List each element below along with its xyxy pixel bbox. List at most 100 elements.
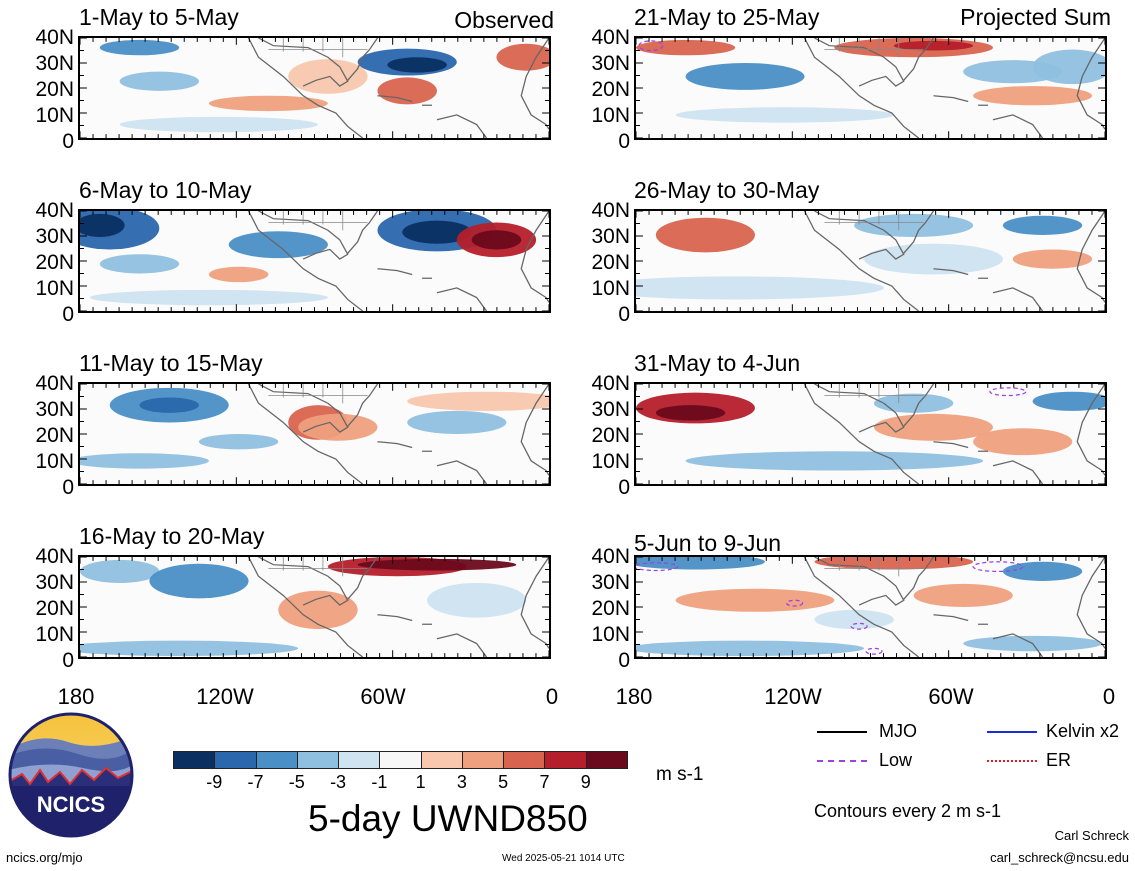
map-field bbox=[80, 211, 549, 311]
map-panel-left-3 bbox=[78, 382, 551, 486]
low-contour bbox=[989, 387, 1027, 397]
colorbar-swatch bbox=[461, 751, 505, 769]
map-field bbox=[80, 384, 549, 484]
lat-tick-left-3-3: 10N bbox=[35, 450, 74, 473]
lat-tick-right-1-4: 0 bbox=[618, 130, 630, 153]
lat-tick-right-3-1: 30N bbox=[591, 398, 630, 421]
lat-tick-left-1-3: 10N bbox=[35, 104, 74, 127]
lat-tick-left-3-4: 0 bbox=[62, 476, 74, 499]
colorbar-units: m s-1 bbox=[656, 764, 704, 785]
low-contour bbox=[786, 599, 804, 607]
panel-title-right-3: 31-May to 4-Jun bbox=[634, 350, 801, 376]
lat-tick-right-2-3: 10N bbox=[591, 277, 630, 300]
colorbar-tick-label: 1 bbox=[415, 772, 426, 792]
map-panel-left-4 bbox=[78, 555, 551, 659]
coastline bbox=[247, 384, 549, 484]
coastline bbox=[803, 211, 1105, 311]
colorbar-tick-label: -5 bbox=[288, 772, 305, 792]
easterly-anomaly bbox=[636, 640, 865, 657]
westerly-anomaly bbox=[298, 413, 378, 441]
colorbar-swatch bbox=[420, 751, 463, 769]
westerly-anomaly bbox=[407, 391, 549, 411]
lat-tick-right-4-2: 20N bbox=[591, 597, 630, 620]
observed-label: Observed bbox=[454, 7, 554, 33]
westerly-anomaly bbox=[913, 583, 1013, 607]
westerly-anomaly bbox=[655, 405, 726, 421]
map-field bbox=[636, 384, 1105, 484]
easterly-anomaly bbox=[228, 231, 328, 259]
panel-title-right-4: 5-Jun to 9-Jun bbox=[634, 530, 782, 556]
map-field bbox=[636, 211, 1105, 311]
coastline bbox=[247, 38, 549, 138]
legend-er-swatch bbox=[987, 760, 1037, 762]
easterly-anomaly bbox=[99, 254, 180, 274]
figure-title: 5-day UWND850 bbox=[308, 798, 588, 839]
easterly-anomaly bbox=[873, 393, 954, 413]
legend-kelvin-label: Kelvin x2 bbox=[1046, 721, 1120, 741]
easterly-anomaly bbox=[402, 220, 472, 244]
westerly-anomaly bbox=[208, 95, 328, 112]
easterly-anomaly bbox=[854, 213, 974, 237]
westerly-anomaly bbox=[1012, 249, 1093, 269]
colorbar-tick-label: 9 bbox=[580, 772, 591, 792]
lat-tick-left-3-2: 20N bbox=[35, 424, 74, 447]
lat-tick-right-2-2: 20N bbox=[591, 251, 630, 274]
low-contour bbox=[850, 622, 868, 630]
axis-ticks bbox=[80, 384, 549, 484]
lat-tick-left-4-1: 30N bbox=[35, 571, 74, 594]
lat-tick-right-4-4: 0 bbox=[618, 649, 630, 672]
lat-tick-left-4-0: 40N bbox=[35, 545, 74, 568]
easterly-anomaly bbox=[80, 559, 160, 583]
lat-tick-left-2-2: 20N bbox=[35, 251, 74, 274]
colorbar-tick-label: -3 bbox=[330, 772, 347, 792]
lat-tick-left-4-4: 0 bbox=[62, 649, 74, 672]
legend-low-swatch bbox=[817, 760, 867, 762]
coastline bbox=[803, 38, 1105, 138]
lat-tick-left-3-0: 40N bbox=[35, 372, 74, 395]
map-field bbox=[80, 38, 549, 138]
site-url[interactable]: ncics.org/mjo bbox=[6, 850, 83, 865]
lon-tick-left-60w: 60W bbox=[360, 684, 406, 709]
westerly-anomaly bbox=[814, 557, 974, 570]
map-panel-right-4 bbox=[634, 555, 1107, 659]
easterly-anomaly bbox=[80, 640, 299, 657]
state-borders bbox=[824, 557, 924, 577]
axis-ticks bbox=[636, 211, 1105, 311]
state-borders bbox=[268, 557, 368, 577]
map-field bbox=[80, 557, 549, 657]
westerly-anomaly bbox=[973, 86, 1093, 106]
map-field bbox=[636, 38, 1105, 138]
colorbar-swatch bbox=[255, 751, 298, 769]
low-contour bbox=[636, 562, 679, 572]
map-panel-right-2 bbox=[634, 209, 1107, 313]
lat-tick-right-1-1: 30N bbox=[591, 52, 630, 75]
easterly-anomaly bbox=[407, 410, 507, 434]
low-contour bbox=[865, 647, 883, 655]
panel-title-left-2: 6-May to 10-May bbox=[79, 177, 252, 203]
colorbar-swatch bbox=[503, 751, 546, 769]
state-borders bbox=[268, 38, 368, 58]
lat-tick-right-1-2: 20N bbox=[591, 78, 630, 101]
author-email[interactable]: carl_schreck@ncsu.edu bbox=[990, 850, 1129, 865]
easterly-anomaly bbox=[685, 451, 984, 471]
colorbar-swatch bbox=[379, 751, 422, 769]
colorbar-tick-label: 7 bbox=[539, 772, 550, 792]
map-panel-left-2 bbox=[78, 209, 551, 313]
easterly-anomaly bbox=[119, 116, 318, 133]
legend-low-label: Low bbox=[879, 750, 913, 770]
easterly-anomaly bbox=[139, 397, 199, 413]
westerly-anomaly bbox=[208, 266, 269, 283]
easterly-anomaly bbox=[198, 434, 279, 450]
axis-ticks bbox=[636, 38, 1105, 138]
coastline bbox=[247, 211, 549, 311]
legend-er-label: ER bbox=[1046, 750, 1072, 770]
axis-ticks bbox=[80, 211, 549, 311]
timestamp: Wed 2025-05-21 1014 UTC bbox=[502, 853, 625, 864]
westerly-anomaly bbox=[496, 43, 549, 71]
lon-tick-left-0: 0 bbox=[545, 684, 559, 709]
westerly-anomaly bbox=[636, 39, 736, 56]
westerly-anomaly bbox=[873, 413, 993, 441]
ncics-logo: NCICS bbox=[8, 712, 134, 838]
lat-tick-left-2-0: 40N bbox=[35, 199, 74, 222]
lat-tick-right-2-4: 0 bbox=[618, 303, 630, 326]
